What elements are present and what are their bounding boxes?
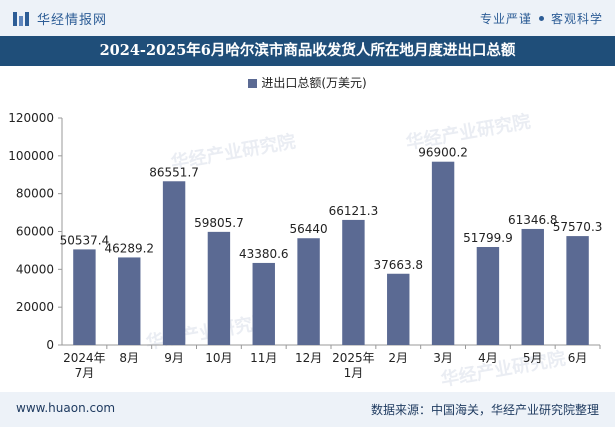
bar	[387, 273, 410, 345]
x-tick-label: 3月	[433, 351, 453, 365]
tagline: 专业严谨 客观科学	[480, 10, 603, 27]
tagline-left: 专业严谨	[479, 12, 532, 26]
y-tick-label: 0	[46, 338, 54, 352]
x-tick-label: 2025年 1月	[332, 351, 375, 380]
x-tick-label: 2024年 7月	[63, 351, 106, 380]
footer-bar: www.huaon.com 数据来源：中国海关，华经产业研究院整理	[0, 392, 615, 427]
x-tick-label: 6月	[568, 351, 588, 365]
legend-label: 进出口总额(万美元)	[261, 76, 367, 90]
brand-name: 华经情报网	[37, 13, 108, 28]
x-tick-label: 4月	[478, 351, 498, 365]
bar	[73, 249, 96, 345]
bar	[118, 257, 141, 345]
data-label: 66121.3	[329, 204, 379, 218]
bar	[207, 231, 231, 345]
bar	[476, 247, 500, 345]
bar	[342, 219, 365, 345]
y-tick-label: 100000	[8, 149, 54, 163]
header-bar: 华经情报网 专业严谨 客观科学	[0, 0, 615, 36]
x-tick-label: 12月	[295, 351, 322, 365]
data-label: 96900.2	[418, 146, 468, 160]
chart-legend: 进出口总额(万美元)	[0, 74, 615, 91]
data-label: 43380.6	[239, 247, 289, 261]
y-tick-label: 20000	[16, 300, 54, 314]
bar	[566, 236, 589, 345]
x-tick-label: 10月	[205, 351, 232, 365]
data-label: 50537.4	[60, 233, 110, 247]
data-label: 46289.2	[104, 241, 154, 255]
separator-dot-icon	[538, 16, 544, 21]
brand[interactable]: 华经情报网	[12, 9, 107, 28]
x-tick-label: 5月	[523, 351, 543, 365]
y-tick-label: 80000	[16, 187, 54, 201]
data-label: 37663.8	[373, 258, 423, 272]
tagline-right: 客观科学	[550, 12, 603, 26]
legend-swatch	[248, 79, 258, 88]
data-label: 86551.7	[149, 165, 199, 179]
x-tick-label: 2月	[388, 351, 408, 365]
x-tick-label: 9月	[164, 351, 184, 365]
bar	[252, 262, 275, 345]
y-tick-label: 120000	[8, 111, 54, 125]
data-label: 61346.8	[508, 213, 558, 227]
bar	[521, 228, 544, 345]
x-tick-label: 11月	[250, 351, 277, 365]
y-tick-label: 40000	[16, 262, 54, 276]
bar	[162, 181, 186, 345]
footer-source: 数据来源：中国海关，华经产业研究院整理	[370, 403, 599, 417]
chart-title: 2024-2025年6月哈尔滨市商品收发货人所在地月度进出口总额	[0, 36, 615, 66]
data-label: 57570.3	[553, 220, 603, 234]
huajing-logo-icon	[13, 11, 29, 26]
bar	[431, 161, 455, 345]
data-label: 51799.9	[463, 231, 513, 245]
bar-chart: 0 20000 40000 60000 80000 100000 120000 50537.4…	[8, 111, 603, 380]
y-tick-label: 60000	[16, 225, 54, 239]
data-label: 56440	[289, 222, 327, 236]
footer-website-link[interactable]: www.huaon.com	[16, 401, 116, 415]
bar	[297, 238, 320, 345]
data-label: 59805.7	[194, 216, 244, 230]
x-tick-label: 8月	[119, 351, 139, 365]
